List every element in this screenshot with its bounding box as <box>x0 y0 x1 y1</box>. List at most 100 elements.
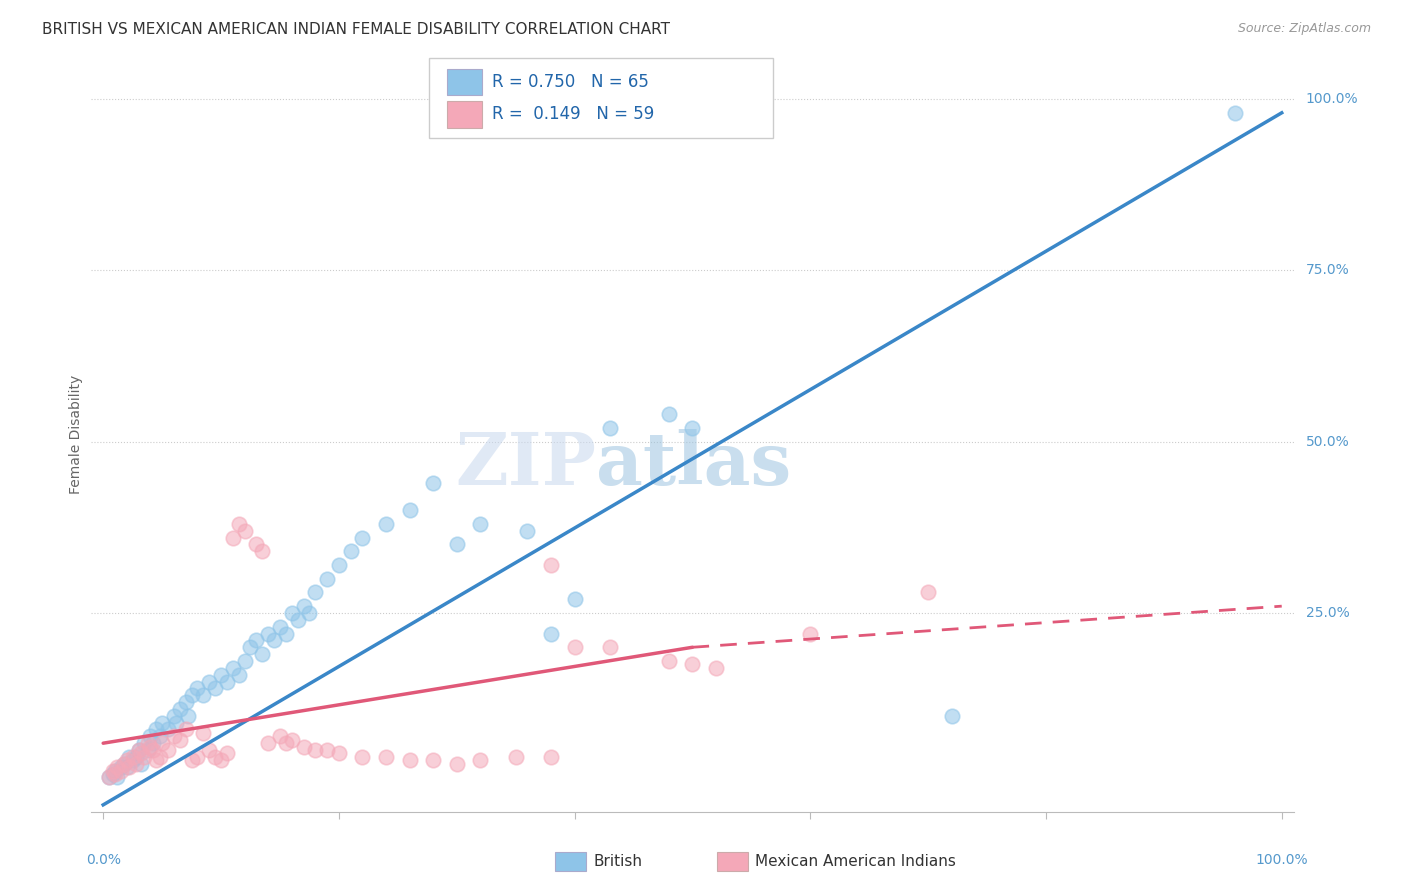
Point <box>149 750 172 764</box>
Point <box>136 743 159 757</box>
Point <box>540 750 562 764</box>
Text: atlas: atlas <box>596 430 792 500</box>
Point <box>222 661 245 675</box>
Point <box>125 756 148 771</box>
Point <box>163 708 186 723</box>
Point <box>136 736 159 750</box>
Point <box>156 743 179 757</box>
Point <box>110 760 132 774</box>
Point <box>104 764 127 778</box>
Point <box>139 730 162 744</box>
Point <box>281 606 304 620</box>
Point <box>121 750 143 764</box>
Point <box>917 585 939 599</box>
Point <box>128 743 150 757</box>
Point <box>398 503 420 517</box>
Point <box>233 654 256 668</box>
Point <box>269 620 291 634</box>
Point <box>263 633 285 648</box>
Text: British: British <box>593 855 643 869</box>
Point <box>1223 105 1246 120</box>
Text: 75.0%: 75.0% <box>1306 263 1350 277</box>
Point <box>316 572 339 586</box>
Point <box>516 524 538 538</box>
Point <box>257 626 280 640</box>
Point <box>145 753 167 767</box>
Point <box>228 667 250 681</box>
Point <box>118 750 141 764</box>
Point <box>209 753 232 767</box>
Point <box>375 516 398 531</box>
Point <box>704 661 727 675</box>
Point <box>252 544 274 558</box>
Text: ZIP: ZIP <box>456 430 596 500</box>
Point <box>115 753 138 767</box>
Point <box>274 626 297 640</box>
Point <box>98 771 121 785</box>
Point <box>239 640 262 655</box>
Point <box>98 771 121 785</box>
Point <box>599 640 621 655</box>
Point <box>658 654 681 668</box>
Point <box>422 475 444 490</box>
Point <box>446 537 468 551</box>
Point <box>564 640 586 655</box>
Point <box>193 726 215 740</box>
Point <box>252 647 274 661</box>
Point <box>165 715 187 730</box>
Point <box>193 688 215 702</box>
Point <box>398 753 420 767</box>
Point <box>150 736 173 750</box>
Point <box>174 695 197 709</box>
Point <box>658 407 681 421</box>
Point <box>169 702 191 716</box>
Point <box>156 723 179 737</box>
Point <box>101 767 124 781</box>
Point <box>540 558 562 572</box>
Point <box>177 708 200 723</box>
Point <box>105 771 128 785</box>
Point <box>287 613 309 627</box>
Point <box>110 764 132 778</box>
Point <box>186 750 208 764</box>
Point <box>222 531 245 545</box>
Point <box>245 537 267 551</box>
Point <box>128 743 150 757</box>
Point <box>215 674 238 689</box>
Point <box>352 531 374 545</box>
Point <box>564 592 586 607</box>
Point <box>112 756 135 771</box>
Point <box>298 606 321 620</box>
Point <box>422 753 444 767</box>
Point <box>142 736 165 750</box>
Point <box>505 750 527 764</box>
Point <box>215 747 238 761</box>
Point <box>304 585 326 599</box>
Point <box>198 674 221 689</box>
Point <box>180 753 202 767</box>
Point <box>292 599 315 614</box>
Point <box>145 723 167 737</box>
Point <box>121 753 143 767</box>
Text: Source: ZipAtlas.com: Source: ZipAtlas.com <box>1237 22 1371 36</box>
Point <box>134 736 156 750</box>
Point <box>204 750 226 764</box>
Point <box>599 421 621 435</box>
Text: 100.0%: 100.0% <box>1306 92 1358 106</box>
Point <box>112 756 135 771</box>
Point <box>228 516 250 531</box>
Point <box>129 747 152 761</box>
Point <box>269 730 291 744</box>
Point <box>150 715 173 730</box>
Text: R =  0.149   N = 59: R = 0.149 N = 59 <box>492 105 654 123</box>
Point <box>174 723 197 737</box>
Text: 0.0%: 0.0% <box>86 853 121 867</box>
Point <box>799 626 821 640</box>
Point <box>328 747 350 761</box>
Point <box>169 732 191 747</box>
Point <box>274 736 297 750</box>
Text: 100.0%: 100.0% <box>1256 853 1308 867</box>
Point <box>104 767 127 781</box>
Point <box>163 730 186 744</box>
Text: 50.0%: 50.0% <box>1306 434 1350 449</box>
